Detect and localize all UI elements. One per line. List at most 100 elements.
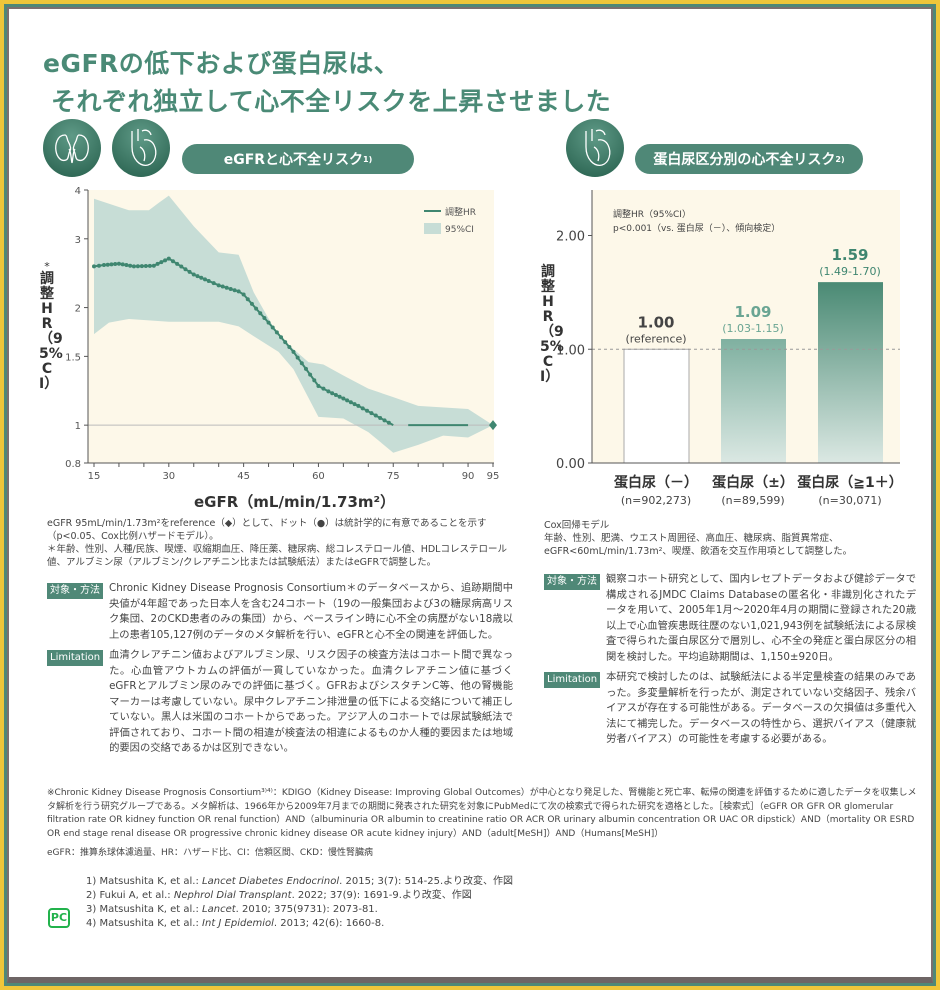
category-label: 蛋白尿（±） — [712, 474, 794, 491]
significant-dot — [131, 264, 136, 269]
right-limitation-text: 本研究で検討したのは、試験紙法による半定量検査の結果のみであった。多変量解析を行… — [606, 671, 916, 745]
significant-dot — [199, 275, 204, 280]
significant-dot — [187, 269, 192, 274]
significant-dot — [236, 289, 241, 294]
left-limitation-text: 血清クレアチニン値およびアルブミン尿、リスク因子の検査方法はコホート間で異なった… — [109, 649, 513, 754]
significant-dot — [228, 286, 233, 291]
significant-dot — [183, 267, 188, 272]
significant-dot — [365, 408, 370, 413]
significant-dot — [96, 263, 101, 268]
left-method-text: Chronic Kidney Disease Prognosis Consort… — [109, 582, 513, 641]
category-n-label: (n=902,273) — [621, 494, 691, 507]
y-axis-label-group: 調整HR（95%CI） — [540, 264, 564, 385]
significant-dot — [124, 263, 129, 268]
y-axis-label: 調整HR（95%CI） — [39, 271, 63, 392]
significant-dot — [241, 292, 246, 297]
pc-logo: PC — [48, 907, 70, 928]
bar — [818, 282, 883, 463]
significant-dot — [224, 285, 229, 290]
heart-icon — [112, 119, 170, 177]
y-tick-label: 0.00 — [556, 457, 585, 472]
significant-dot — [262, 315, 267, 320]
significant-dot — [337, 394, 342, 399]
significant-dot — [216, 283, 221, 288]
right-method-row: 対象・方法 観察コホート研究として、国内レセプトデータおよび健診データで構成され… — [544, 572, 916, 665]
right-note-1: Cox回帰モデル — [544, 520, 610, 531]
significant-dot — [330, 391, 335, 396]
significant-dot — [101, 263, 106, 268]
significant-dot — [308, 372, 313, 377]
y-tick-label: 1 — [75, 421, 81, 432]
left-limitation-row: Limitation 血清クレアチニン値およびアルブミン尿、リスク因子の検査方法… — [47, 648, 513, 757]
significant-dot — [143, 263, 148, 268]
bar-ci-label: (1.03-1.15) — [722, 322, 784, 335]
reference-item: 4) Matsushita K, et al.: Int J Epidemiol… — [86, 917, 385, 929]
right-text-column: Cox回帰モデル 年齢、性別、肥満、ウエスト周囲径、高血圧、糖尿病、脂質異常症、… — [544, 519, 916, 748]
significant-dot — [373, 413, 378, 418]
significant-dot — [105, 262, 110, 267]
left-text-column: eGFR 95mL/min/1.73m²をreference（◆）として、ドット… — [47, 517, 513, 757]
y-tick-label: 4 — [75, 186, 81, 197]
chart-annotation-1: 調整HR（95%CI） — [613, 210, 691, 220]
significant-dot — [291, 349, 296, 354]
references: 1) Matsushita K, et al.: Lancet Diabetes… — [48, 875, 919, 931]
category-label: 蛋白尿（－） — [614, 474, 698, 491]
bar — [623, 348, 690, 464]
bar-ci-label: (1.49-1.70) — [819, 265, 881, 278]
x-tick-label: 60 — [312, 471, 325, 482]
proteinuria-hr-bar-chart: 0.001.002.001.00(reference)蛋白尿（－）(n=902,… — [556, 190, 903, 507]
y-tick-label: 2 — [75, 304, 81, 315]
right-method-text: 観察コホート研究として、国内レセプトデータおよび健診データで構成されるJMDC … — [606, 573, 916, 663]
significant-dot — [249, 301, 254, 306]
x-tick-label: 95 — [487, 471, 500, 482]
x-tick-label: 90 — [462, 471, 475, 482]
x-tick-label: 45 — [237, 471, 250, 482]
reference-item: 3) Matsushita K, et al.: Lancet. 2010; 3… — [86, 903, 378, 915]
page-frame: eGFRの低下および蛋白尿は、 それぞれ独立して心不全リスクを上昇させました e… — [4, 4, 936, 986]
significant-dot — [175, 261, 180, 266]
significant-dot — [279, 335, 284, 340]
significant-dot — [254, 306, 259, 311]
x-tick-label: 75 — [387, 471, 400, 482]
x-tick-label: 30 — [162, 471, 175, 482]
bar-value-label: 1.09 — [734, 303, 771, 321]
significant-dot — [356, 403, 361, 408]
footnote: ※Chronic Kidney Disease Prognosis Consor… — [47, 788, 917, 839]
significant-dot — [378, 415, 383, 420]
bar — [721, 339, 786, 463]
y-tick-label: 2.00 — [556, 230, 585, 245]
legend-ci-swatch — [424, 223, 441, 234]
reference-diamond — [489, 420, 497, 431]
section-label: eGFRと心不全リスク — [223, 152, 364, 168]
bar-value-label: 1.59 — [831, 246, 868, 264]
legend-ci-label: 95%CI — [445, 225, 474, 235]
bottom-column: ※Chronic Kidney Disease Prognosis Consor… — [47, 787, 919, 931]
significant-dot — [348, 400, 353, 405]
method-badge: 対象・方法 — [544, 574, 600, 590]
kidney-icon — [43, 119, 101, 177]
significant-dot — [163, 258, 168, 263]
significant-dot — [266, 320, 271, 325]
y-axis-mark: * — [44, 260, 50, 273]
category-label: 蛋白尿（≧1＋） — [797, 474, 902, 491]
significant-dot — [316, 383, 321, 388]
significant-dot — [202, 277, 207, 282]
category-n-label: (n=89,599) — [721, 494, 784, 507]
title-line-1: eGFRの低下および蛋白尿は、 — [43, 49, 400, 78]
significant-dot — [151, 263, 156, 268]
significant-dot — [116, 261, 121, 266]
egfr-hr-line-chart: 0.8 1 1.5 2 3 4 15 30 45 60 75 90 95 調整HR 95%CI — [65, 186, 500, 482]
significant-dot — [120, 262, 125, 267]
significant-dot — [312, 378, 317, 383]
significant-dot — [135, 264, 140, 269]
abbreviations: eGFR：推算糸球体濾過量、HR：ハザード比、CI：信頼区間、CKD：慢性腎臓病 — [47, 848, 374, 858]
significant-dot — [360, 406, 365, 411]
significant-dot — [206, 278, 211, 283]
significant-dot — [287, 345, 292, 350]
y-axis-label-group: * 調整HR（95%CI） — [39, 260, 63, 392]
significant-dot — [179, 264, 184, 269]
y-axis-label: 調整HR（95%CI） — [540, 264, 564, 385]
significant-dot — [139, 264, 144, 269]
significant-dot — [341, 396, 346, 401]
reference-item: 2) Fukui A, et al.: Nephrol Dial Transpl… — [86, 889, 472, 901]
